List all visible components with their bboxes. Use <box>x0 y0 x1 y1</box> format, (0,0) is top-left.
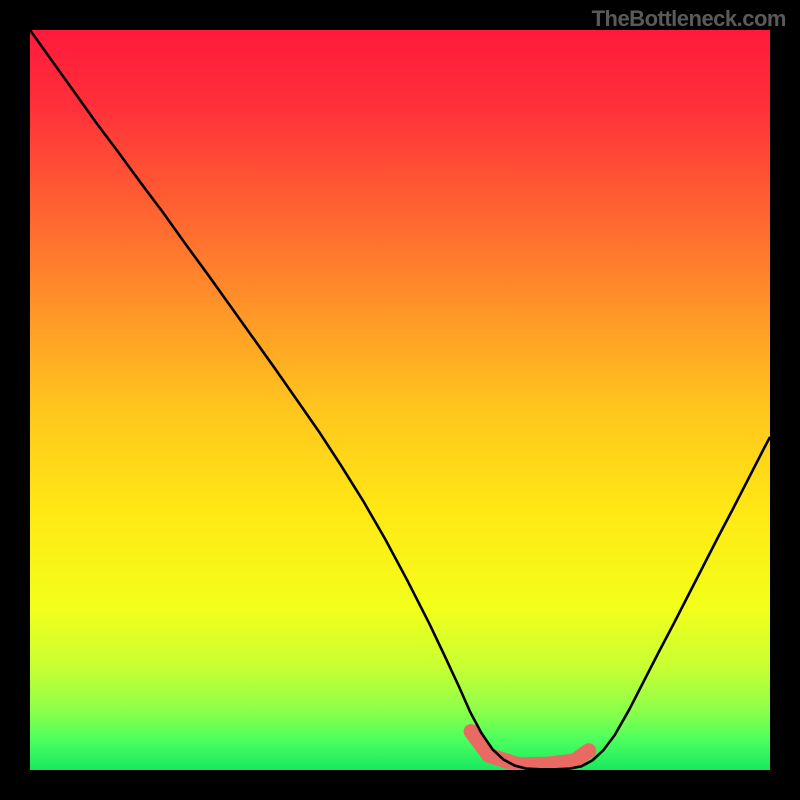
chart-plot-area <box>30 30 770 770</box>
chart-svg <box>30 30 770 770</box>
watermark-text: TheBottleneck.com <box>592 6 786 32</box>
chart-background <box>30 30 770 770</box>
